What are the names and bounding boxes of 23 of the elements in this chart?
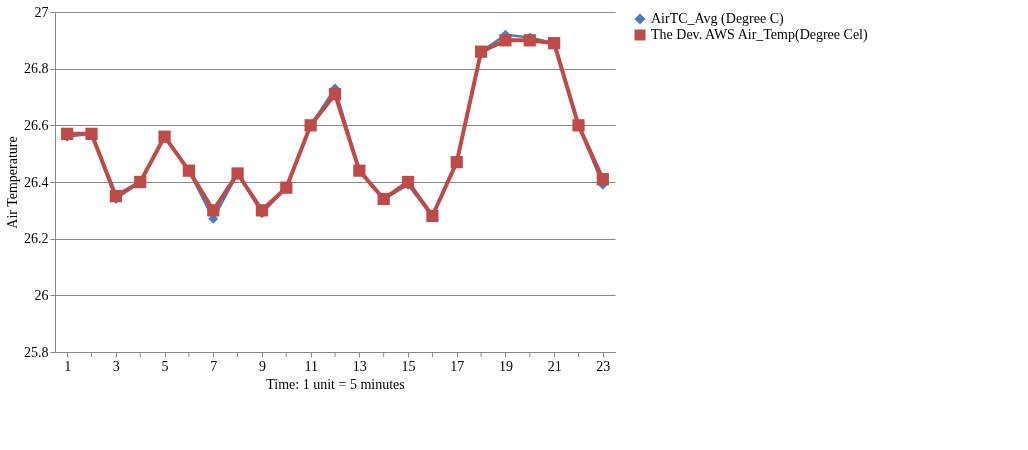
x-tick-label: 23 (596, 358, 611, 374)
x-tick-label: 1 (64, 358, 72, 374)
x-tick-label: 21 (547, 358, 562, 374)
legend-label: AirTC_Avg (Degree C) (651, 11, 785, 27)
y-tick-label: 26 (34, 287, 49, 303)
y-axis-title: Air Temperature (5, 136, 20, 229)
x-tick-label: 9 (258, 358, 266, 374)
x-tick-label: 19 (498, 358, 513, 374)
y-tick-label: 26.6 (24, 117, 49, 133)
x-tick-label: 17 (450, 358, 465, 374)
x-tick-label: 15 (401, 358, 416, 374)
y-tick-label: 26.2 (24, 231, 49, 247)
x-tick-label: 7 (210, 358, 218, 374)
x-tick-label: 13 (352, 358, 367, 374)
x-tick-label: 3 (112, 358, 120, 374)
x-tick-label: 11 (304, 358, 318, 374)
x-tick-label: 5 (161, 358, 169, 374)
y-tick-label: 26.4 (24, 174, 49, 190)
y-tick-label: 25.8 (24, 344, 49, 360)
y-tick-label: 26.8 (24, 61, 49, 77)
legend-label: The Dev. AWS Air_Temp(Degree Cel) (651, 27, 868, 43)
x-axis-title: Time: 1 unit = 5 minutes (266, 376, 405, 392)
y-tick-label: 27 (34, 4, 49, 20)
